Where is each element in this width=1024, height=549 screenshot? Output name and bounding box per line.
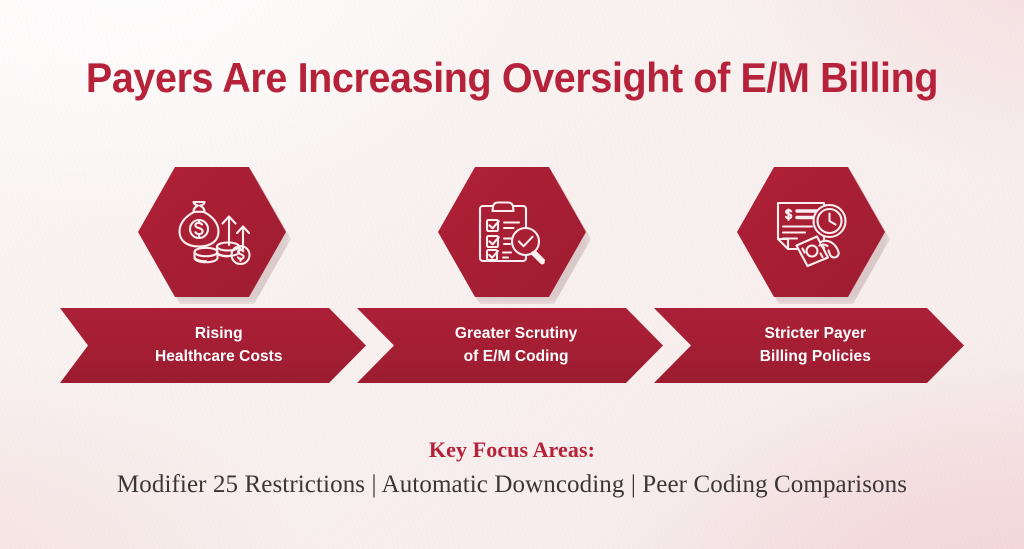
process-step-1-line2: Healthcare Costs	[155, 347, 283, 365]
hexagon-item-1	[138, 167, 291, 304]
process-step-1-line1: Rising	[195, 325, 243, 343]
key-focus-areas-heading: Key Focus Areas:	[428, 437, 596, 462]
process-step-2-label: Greater Scrutiny of E/M Coding	[455, 323, 577, 367]
process-step-1-banner: Rising Healthcare Costs	[60, 308, 366, 383]
process-step-2-line1: Greater Scrutiny	[454, 325, 578, 343]
process-step-3-line2: Billing Policies	[759, 347, 871, 365]
process-step-2-banner: Greater Scrutiny of E/M Coding	[357, 308, 663, 383]
money-bag-growth-icon	[173, 197, 251, 267]
invoice-clock-payment-icon	[772, 197, 850, 267]
hexagon-icon-row	[0, 167, 1024, 304]
page-title: Payers Are Increasing Oversight of E/M B…	[85, 54, 939, 101]
clipboard-checklist-magnifier-icon	[475, 197, 549, 267]
hexagon-item-2	[438, 167, 591, 304]
hexagon-shape-3	[737, 167, 885, 297]
process-step-2-line2: of E/M Coding	[463, 347, 569, 365]
hexagon-item-3	[737, 167, 890, 304]
key-focus-areas-list: Modifier 25 Restrictions | Automatic Dow…	[116, 470, 908, 498]
process-arrow-row: Rising Healthcare Costs Greater Scrutiny…	[0, 308, 1024, 383]
process-step-3-banner: Stricter Payer Billing Policies	[654, 308, 964, 383]
process-step-3-line1: Stricter Payer	[764, 325, 866, 343]
process-step-1-label: Rising Healthcare Costs	[155, 323, 283, 367]
process-step-3-label: Stricter Payer Billing Policies	[759, 323, 870, 367]
footer-section: Key Focus Areas: Modifier 25 Restriction…	[0, 436, 1024, 499]
